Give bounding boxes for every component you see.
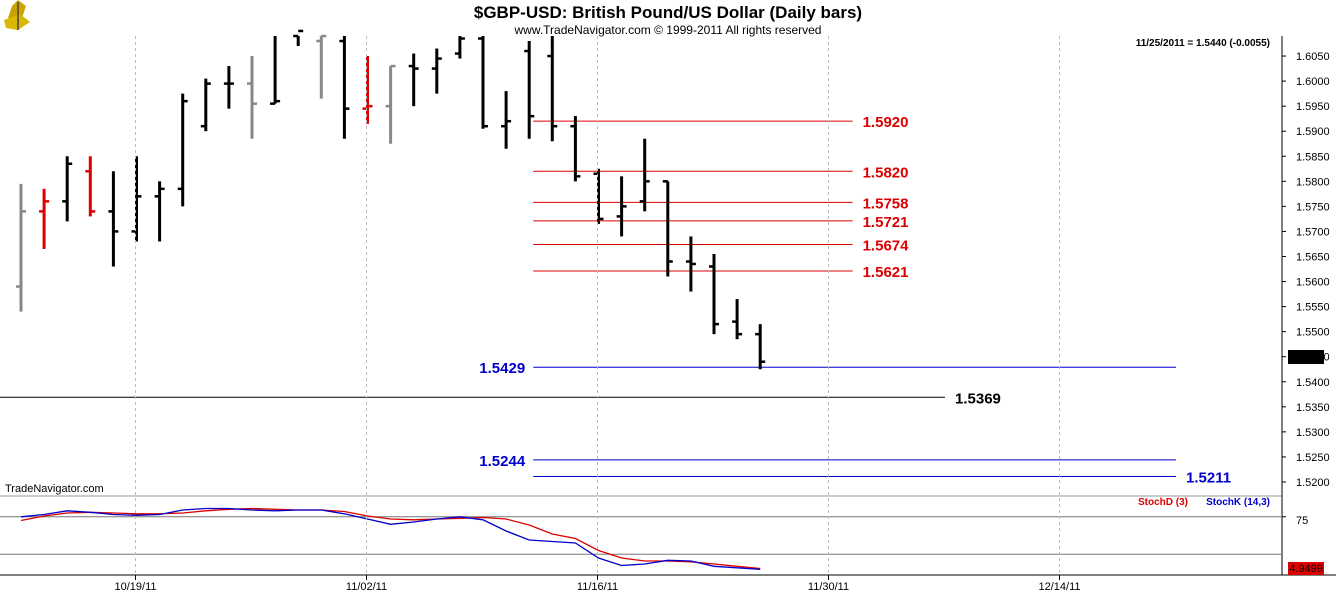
ohlc-bar [639, 138, 650, 212]
ohlc-bar [454, 36, 465, 59]
price-tick-label: 1.5850 [1296, 151, 1330, 163]
ohlc-bar [339, 36, 350, 139]
price-tick-label: 1.5600 [1296, 277, 1330, 289]
stoch-k-line [20, 507, 761, 570]
ohlc-bar [755, 324, 766, 370]
stoch-last-tag-text: 4.9499 [1289, 563, 1323, 575]
ohlc-bar [177, 93, 188, 207]
ohlc-bar [270, 36, 281, 105]
ohlc-bar [85, 156, 96, 217]
stoch-d-line [20, 507, 761, 570]
ohlc-bar [293, 29, 304, 47]
level-label: 1.5820 [863, 164, 909, 181]
level-label: 1.5758 [863, 195, 909, 212]
ohlc-bar [685, 236, 696, 292]
ohlc-bar [62, 156, 73, 222]
price-bars [16, 29, 766, 370]
last-price-tag-text: 1.5440 [1289, 352, 1323, 364]
date-tick-label: 11/02/11 [346, 581, 387, 593]
ohlc-bar [431, 48, 442, 94]
ohlc-bar [108, 171, 119, 267]
ohlc-bar [524, 41, 535, 139]
date-axis: 10/19/11 11/02/11 11/16/11 11/30/11 12/14/11 [114, 575, 1081, 593]
last-price-info: 11/25/2011 = 1.5440 (-0.0055) [1136, 38, 1270, 49]
price-tick-label: 1.5700 [1296, 226, 1330, 238]
ohlc-bar [593, 168, 604, 224]
ohlc-bar [223, 66, 234, 109]
price-tick-label: 1.5500 [1296, 327, 1330, 339]
price-tick-label: 1.5900 [1296, 126, 1330, 138]
level-label: 1.5920 [863, 114, 909, 131]
ohlc-bar [16, 183, 26, 312]
stoch-last-tag [1288, 562, 1324, 575]
level-lines: 1.5920 1.5820 1.5758 1.5721 1.5674 1.5621 1.54… [0, 114, 1231, 486]
ohlc-bar [732, 299, 743, 340]
price-tick-label: 1.5950 [1296, 101, 1330, 113]
price-tick-label: 1.5800 [1296, 176, 1330, 188]
price-tick-label: 1.6050 [1296, 51, 1330, 63]
price-tick-label: 1.6000 [1296, 76, 1330, 88]
price-tick-label: 1.5650 [1296, 251, 1330, 263]
ohlc-bar [131, 156, 142, 242]
date-tick-label: 11/16/11 [577, 581, 618, 593]
watermark-text: TradeNavigator.com [5, 483, 104, 495]
date-tick-label: 11/30/11 [808, 581, 849, 593]
ohlc-bar [408, 53, 419, 107]
price-tick-label: 1.5750 [1296, 201, 1330, 213]
level-label: 1.5211 [1186, 469, 1231, 486]
ohlc-bar [154, 181, 165, 242]
level-label: 1.5429 [479, 360, 525, 377]
price-tick-label: 1.5300 [1296, 427, 1330, 439]
ohlc-bar [570, 116, 581, 182]
stoch-d-legend: StochD (3) [1138, 497, 1188, 508]
stoch-level-label: 75 [1296, 515, 1308, 527]
ohlc-bar [616, 176, 627, 237]
ohlc-bar [709, 253, 719, 335]
stoch-k-legend: StochK (14,3) [1206, 497, 1270, 508]
ohlc-bar [200, 78, 211, 132]
ohlc-bar [316, 34, 327, 99]
ohlc-bar [385, 64, 396, 144]
date-tick-label: 10/19/11 [114, 581, 156, 593]
ohlc-bar [39, 188, 50, 249]
date-tick-label: 12/14/11 [1038, 581, 1080, 593]
level-label: 1.5369 [955, 390, 1001, 407]
price-tick-label: 1.5250 [1296, 452, 1330, 464]
level-label: 1.5621 [863, 264, 909, 281]
price-tick-label: 1.5200 [1296, 477, 1330, 489]
price-tick-label: 1.5400 [1296, 377, 1330, 389]
ohlc-bar [547, 36, 558, 142]
price-tick-label: 1.5550 [1296, 302, 1330, 314]
stochastic-panel [0, 507, 1286, 570]
chart-title: $GBP-USD: British Pound/US Dollar (Daily… [474, 3, 862, 22]
price-tick-label: 1.5350 [1296, 402, 1330, 414]
level-label: 1.5721 [863, 214, 909, 231]
ohlc-bar [662, 180, 673, 277]
ohlc-bar [501, 91, 512, 149]
level-label: 1.5674 [863, 237, 910, 254]
last-price-tag [1288, 350, 1324, 364]
trade-navigator-logo-icon [4, 0, 30, 30]
ohlc-bar [247, 56, 257, 139]
copyright-text: www.TradeNavigator.com © 1999-2011 All r… [514, 23, 822, 37]
ohlc-bar [478, 36, 488, 129]
level-label: 1.5244 [479, 453, 526, 470]
